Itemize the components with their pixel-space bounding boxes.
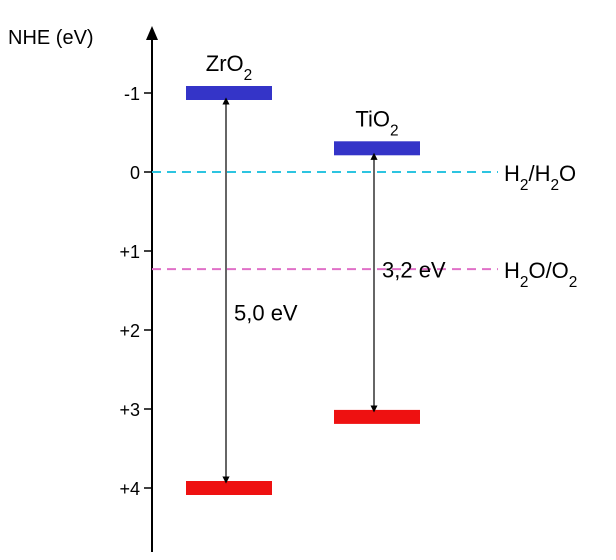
material-name: TiO2: [355, 106, 398, 139]
reference-lines: H2/H2O H2O/O2: [152, 161, 577, 291]
y-axis-ticks: -1 0 +1 +2 +3 +4: [119, 84, 152, 499]
y-axis-arrow-icon: [146, 26, 158, 40]
valence-band-bar: [186, 481, 272, 495]
valence-band-bar: [334, 409, 420, 424]
band-gap-label: 3,2 eV: [382, 258, 446, 283]
y-tick-label: +2: [119, 321, 140, 341]
y-axis-title: NHE (eV): [8, 27, 94, 49]
redox-reference-label: H2O/O2: [504, 258, 577, 291]
y-tick-label: +4: [119, 479, 140, 499]
band-gap-label: 5,0 eV: [234, 301, 298, 326]
redox-reference-label: H2/H2O: [504, 161, 576, 194]
conduction-band-bar: [186, 86, 272, 100]
conduction-band-bar: [334, 141, 420, 156]
material-name: ZrO2: [206, 51, 252, 84]
y-tick-label: +1: [119, 242, 140, 262]
y-tick-label: 0: [130, 163, 140, 183]
y-tick-label: -1: [124, 84, 140, 104]
y-tick-label: +3: [119, 400, 140, 420]
band-edges: ZrO2 5,0 eV TiO2 3,2 eV: [186, 51, 446, 495]
